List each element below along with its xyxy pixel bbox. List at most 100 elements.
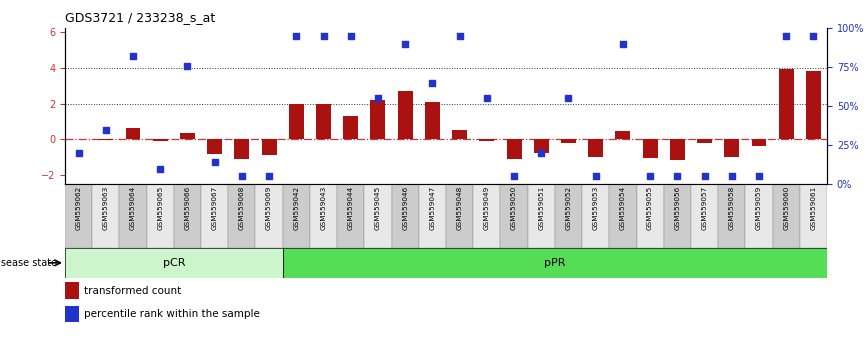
Text: GSM559045: GSM559045 — [375, 186, 381, 230]
Text: GSM559048: GSM559048 — [456, 186, 462, 230]
Text: GSM559055: GSM559055 — [647, 186, 653, 230]
Bar — [391, 184, 419, 248]
Bar — [616, 131, 630, 139]
Text: GSM559060: GSM559060 — [783, 186, 789, 230]
Bar — [473, 184, 501, 248]
Point — [317, 33, 331, 39]
Point — [344, 33, 358, 39]
Text: transformed count: transformed count — [84, 286, 181, 296]
Bar — [235, 139, 249, 159]
Bar — [229, 184, 255, 248]
Bar — [65, 306, 79, 322]
Text: GSM559059: GSM559059 — [756, 186, 762, 230]
Point — [779, 33, 793, 39]
Text: GSM559042: GSM559042 — [294, 186, 300, 230]
Text: GSM559058: GSM559058 — [729, 186, 734, 230]
Text: GSM559067: GSM559067 — [211, 186, 217, 230]
Point — [453, 33, 467, 39]
Point — [534, 150, 548, 156]
Bar — [724, 139, 740, 157]
Point — [589, 173, 603, 179]
Text: GSM559056: GSM559056 — [675, 186, 681, 230]
Text: GSM559052: GSM559052 — [565, 186, 572, 230]
Bar — [772, 184, 800, 248]
Bar — [697, 139, 712, 143]
Point — [752, 173, 766, 179]
Point — [180, 63, 194, 69]
Text: GSM559061: GSM559061 — [811, 186, 817, 230]
Bar — [561, 139, 576, 143]
Bar — [310, 184, 337, 248]
Bar — [691, 184, 718, 248]
Bar — [555, 184, 582, 248]
Point — [208, 159, 222, 165]
Text: GSM559044: GSM559044 — [348, 186, 353, 230]
Bar — [588, 139, 603, 157]
Bar — [582, 184, 610, 248]
Bar — [746, 184, 772, 248]
Text: percentile rank within the sample: percentile rank within the sample — [84, 309, 260, 319]
Bar — [316, 104, 331, 139]
Bar — [65, 248, 282, 278]
Bar — [146, 184, 174, 248]
Text: GSM559066: GSM559066 — [184, 186, 191, 230]
Point — [806, 33, 820, 39]
Bar — [126, 128, 140, 139]
Bar — [452, 130, 467, 139]
Text: GSM559054: GSM559054 — [620, 186, 626, 230]
Point — [480, 96, 494, 101]
Text: GSM559065: GSM559065 — [158, 186, 163, 230]
Bar — [174, 184, 201, 248]
Point — [126, 53, 140, 59]
Bar — [201, 184, 229, 248]
Bar — [643, 139, 657, 158]
Text: pPR: pPR — [544, 258, 565, 268]
Bar — [718, 184, 746, 248]
Point — [262, 173, 276, 179]
Point — [289, 33, 303, 39]
Bar — [337, 184, 365, 248]
Text: GSM559043: GSM559043 — [320, 186, 326, 230]
Text: GSM559053: GSM559053 — [592, 186, 598, 230]
Bar — [282, 184, 310, 248]
Bar — [98, 139, 113, 140]
Bar — [507, 139, 521, 159]
Bar — [501, 184, 527, 248]
Text: GSM559047: GSM559047 — [430, 186, 436, 230]
Text: pCR: pCR — [163, 258, 185, 268]
Bar — [637, 184, 663, 248]
Bar — [180, 133, 195, 139]
Bar — [779, 69, 793, 139]
Point — [235, 173, 249, 179]
Bar — [92, 184, 120, 248]
Point — [371, 96, 385, 101]
Text: GSM559063: GSM559063 — [103, 186, 109, 230]
Bar — [262, 139, 276, 155]
Text: GSM559062: GSM559062 — [75, 186, 81, 230]
Point — [153, 166, 167, 171]
Bar — [65, 282, 79, 299]
Bar — [663, 184, 691, 248]
Bar — [752, 139, 766, 145]
Bar — [527, 184, 555, 248]
Point — [507, 173, 521, 179]
Bar — [288, 103, 304, 139]
Text: GSM559064: GSM559064 — [130, 186, 136, 230]
Bar — [397, 91, 412, 139]
Point — [643, 173, 657, 179]
Bar — [419, 184, 446, 248]
Bar — [446, 184, 473, 248]
Bar — [425, 102, 440, 139]
Bar — [479, 139, 494, 141]
Point — [398, 41, 412, 47]
Bar — [533, 139, 549, 153]
Text: GSM559049: GSM559049 — [484, 186, 490, 230]
Text: GSM559068: GSM559068 — [239, 186, 245, 230]
Point — [72, 150, 86, 156]
Text: GSM559051: GSM559051 — [539, 186, 544, 230]
Bar — [669, 139, 685, 160]
Point — [425, 80, 439, 86]
Text: GSM559046: GSM559046 — [402, 186, 408, 230]
Bar — [371, 100, 385, 139]
Point — [99, 127, 113, 132]
